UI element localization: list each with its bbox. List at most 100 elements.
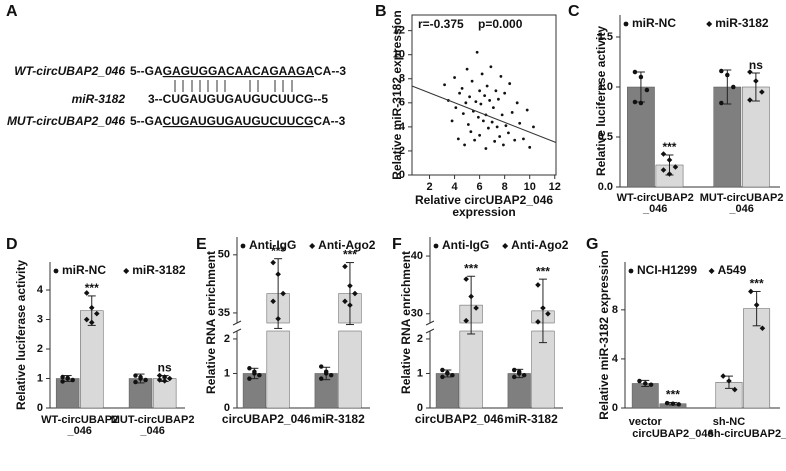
data-point [323,371,329,376]
bar [631,383,659,409]
scatter-point [503,91,507,95]
scatter-point [450,119,454,123]
y-tick-label: 35 [218,307,230,319]
x-tick-label: 12 [549,181,561,193]
data-point [247,366,252,371]
x-tick-label: 8 [502,181,508,193]
seq-part: 3-- [148,92,163,106]
scatter-point [489,65,493,69]
x-tick-label: 4 [452,181,459,193]
x-tick-label: WT-circUBAP2 [41,414,118,426]
legend-label: miR-3182 [715,16,769,30]
scatter-point [518,121,522,125]
legend-label: miR-NC [62,263,106,277]
data-point [540,305,546,311]
scatter-point [493,139,497,143]
data-point [156,372,163,379]
significance: *** [662,140,676,154]
y-tick-label: 12 [393,25,405,37]
y-axis-label: Relative RNA enrichment [204,251,218,394]
scatter-point [463,143,466,147]
data-point [511,367,517,373]
scatter-point [480,72,484,76]
data-point [161,374,168,380]
significance: *** [536,264,550,278]
scatter-point [456,137,460,141]
y-tick-label: 0 [612,402,618,414]
panel-label: E [196,236,207,253]
seq-part: CA--3 [313,114,345,128]
scatter-point [468,95,471,99]
data-point [318,376,324,381]
x-tick-label: 10 [524,181,536,193]
y-tick-label: 8 [612,304,618,316]
scatter-point [500,113,504,117]
data-point [88,304,95,311]
plot-frame [411,14,557,176]
scatter-point [507,131,510,135]
panel-label: G [586,236,598,253]
y-tick-label: 40 [411,250,423,262]
bar [435,373,459,409]
data-point [511,374,517,380]
data-point [138,376,143,381]
data-point [60,374,65,380]
data-point [270,259,276,266]
data-point [648,382,654,387]
y-tick-label: 1.0 [598,81,613,93]
y-axis-label: Relative miR-3182 expression [390,10,404,179]
row-name: miR-3182 [72,92,126,106]
pairing-lines [174,80,293,92]
legend-label: Anti-IgG [249,238,296,252]
data-point [759,89,765,95]
scatter-point [473,138,477,142]
bar [742,86,770,188]
scatter-point [497,97,500,101]
legend-label: Anti-Ago2 [318,238,376,252]
scatter-point [466,123,470,126]
seq-part: CUGAUGUGAUGUCUUCG [163,92,314,106]
data-point [166,375,173,382]
data-point [88,319,95,326]
data-point [521,372,527,378]
data-point [643,381,648,386]
scatter-point [465,67,469,71]
scatter-point [470,79,474,83]
y-tick-label: 1.5 [598,31,613,43]
y-tick-label: 10 [393,49,405,61]
y-tick-label: 1 [224,367,230,379]
y-axis-label: Relative miR-3182 expression [597,250,611,419]
data-point [133,373,138,378]
data-point [468,293,474,300]
data-point [275,271,281,277]
scatter-point [484,147,488,150]
scatter-point [502,143,505,147]
bar [55,378,80,409]
y-tick-label: 0 [417,402,423,414]
scatter-point [528,145,532,149]
data-point [731,84,736,90]
sequence: 5--GACUGAUGUGAUGUCUUCGCA--3 [130,114,346,128]
x-tick-label: _046 [66,425,91,437]
data-point [445,370,450,376]
y-tick-label: 6 [399,97,405,109]
scatter-point [525,108,529,112]
x-tick-label: sh-NC [713,416,745,428]
legend-label: miR-3182 [132,263,186,277]
scatter-point [474,100,478,104]
x-tick-label: miR-3182 [311,412,365,426]
data-point [748,288,754,295]
scatter-point [488,99,492,102]
axis-break [232,320,242,326]
data-point [93,310,100,317]
data-point [83,290,90,296]
data-point [473,305,479,311]
x-tick-label: _046 [642,203,667,215]
scatter-point [498,135,502,138]
data-point [257,372,262,378]
data-point [632,99,638,105]
sequence: 5--GAGAGUGGACAACAGAAGACA--3 [130,64,346,78]
scatter-point [453,76,456,79]
data-point [731,386,738,393]
